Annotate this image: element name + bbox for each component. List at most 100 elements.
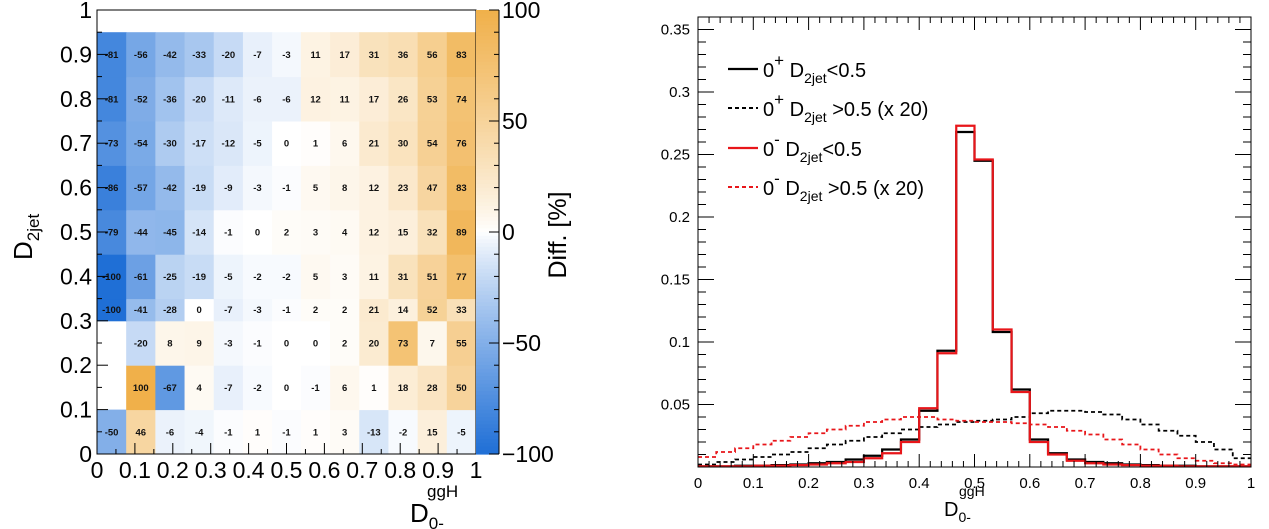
colorbar-segment — [476, 80, 499, 85]
colorbar-segment — [476, 128, 499, 133]
heatmap-cell — [184, 409, 215, 455]
colorbar-segment — [476, 272, 499, 277]
heatmap-cell — [184, 121, 215, 166]
legend-entry-sub: 2jet — [800, 188, 823, 204]
colorbar-segment — [476, 84, 499, 89]
colorbar-segment — [476, 106, 499, 111]
heatmap-cell-label: 1 — [255, 427, 261, 438]
colorbar-segment — [476, 368, 499, 374]
heatmap-cell-label: 31 — [398, 272, 409, 283]
heatmap-cell — [213, 32, 244, 78]
colorbar-segment — [476, 58, 499, 63]
heatmap-cell-label: -12 — [221, 139, 235, 150]
heatmap-cell — [417, 209, 448, 255]
histogram-x-tick-label: 0.9 — [1185, 475, 1206, 492]
heatmap-cell-label: 89 — [456, 228, 467, 239]
heatmap-cell — [359, 121, 389, 166]
heatmap-cell-label: 12 — [369, 183, 380, 194]
heatmap-cell-label: -13 — [367, 427, 381, 438]
heatmap-cell-label: 0 — [284, 339, 289, 350]
heatmap-cell-label: -4 — [195, 427, 204, 438]
heatmap-x-axis-label: D0- — [410, 498, 444, 529]
colorbar-tick-label: −50 — [502, 330, 541, 356]
heatmap-cell-label: -100 — [102, 272, 121, 283]
heatmap-x-tick-label: 1 — [470, 457, 483, 483]
heatmap-cell — [300, 254, 331, 300]
heatmap-cell — [184, 32, 215, 78]
colorbar — [476, 10, 499, 455]
heatmap-cell — [126, 209, 156, 255]
heatmap-x-tick-label: 0.6 — [308, 457, 340, 483]
colorbar-segment — [476, 209, 499, 215]
colorbar-segment — [476, 39, 499, 44]
colorbar-segment — [476, 302, 499, 307]
heatmap-cell — [417, 298, 448, 322]
histogram-panel: 0 0.1 0.2 0.3 0.4 0.5 0.6 0.7 0.8 0.9 1 0.05 0.1 0.1… — [661, 16, 1255, 525]
heatmap-cell — [446, 76, 477, 122]
heatmap-cell-label: 50 — [456, 383, 467, 394]
colorbar-segment — [476, 165, 499, 170]
heatmap-cell-label: 33 — [456, 305, 467, 316]
legend-entry-main: 0 — [763, 178, 774, 200]
heatmap-cell-label: -5 — [253, 139, 262, 150]
colorbar-segment — [476, 376, 499, 381]
heatmap-cell — [446, 365, 477, 411]
colorbar-segment — [476, 102, 499, 107]
legend-entry-sub: 2jet — [804, 109, 827, 125]
colorbar-segment — [476, 431, 499, 437]
heatmap-cell-label: 51 — [427, 272, 438, 283]
heatmap-cell-label: -7 — [253, 50, 261, 61]
heatmap-cell-label: -1 — [282, 183, 291, 194]
heatmap-cell — [446, 298, 477, 322]
colorbar-segment — [476, 361, 499, 366]
colorbar-segment — [476, 383, 499, 388]
heatmap-cell — [300, 320, 331, 366]
heatmap-cell-label: 6 — [342, 139, 347, 150]
heatmap-cell — [272, 76, 302, 122]
colorbar-segment — [476, 450, 499, 455]
heatmap-x-ticks: 0 0.1 0.2 0.3 0.4 0.5 0.6 0.7 0.8 0.9 1 — [91, 443, 483, 483]
heatmap-cell-label: -56 — [134, 50, 148, 61]
heatmap-cell-label: -30 — [163, 139, 177, 150]
heatmap-cell-label: -20 — [134, 339, 148, 350]
heatmap-cell — [242, 254, 273, 300]
colorbar-segment — [476, 213, 499, 218]
colorbar-segment — [476, 91, 499, 96]
colorbar-segment — [476, 17, 499, 22]
heatmap-cell — [359, 320, 389, 366]
colorbar-segment — [476, 169, 499, 174]
heatmap-y-tick-label: 0.8 — [60, 86, 92, 112]
colorbar-segment — [476, 13, 499, 18]
heatmap-cell — [272, 121, 302, 166]
colorbar-segment — [476, 394, 499, 400]
heatmap-cell — [330, 298, 360, 322]
heatmap-cell-label: 11 — [310, 50, 321, 61]
heatmap-cell — [446, 254, 477, 300]
heatmap-cell-label: -41 — [134, 305, 148, 316]
heatmap-cell-label: 11 — [369, 272, 380, 283]
heatmap-x-tick-label: 0.3 — [195, 457, 227, 483]
heatmap-y-axis-label: D2jet — [8, 214, 43, 260]
heatmap-cell-label: -3 — [253, 183, 261, 194]
colorbar-segment — [476, 306, 499, 311]
colorbar-segment — [476, 109, 499, 115]
heatmap-cell-label: -6 — [282, 94, 290, 105]
colorbar-segment — [476, 257, 499, 263]
colorbar-segment — [476, 387, 499, 392]
colorbar-segment — [476, 328, 499, 333]
colorbar-segment — [476, 320, 499, 326]
colorbar-segment — [476, 198, 499, 203]
histogram-x-tick-label: 1 — [1247, 475, 1255, 492]
heatmap-cell-label: -25 — [163, 272, 177, 283]
heatmap-cell-label: 30 — [398, 139, 409, 150]
heatmap-cell — [184, 320, 215, 366]
legend-entry-sup: + — [774, 90, 784, 109]
heatmap-cell-label: -6 — [253, 94, 261, 105]
colorbar-segment — [476, 95, 499, 100]
heatmap-cell-label: 31 — [369, 50, 380, 61]
histogram-x-tick-label: 0.2 — [798, 475, 819, 492]
heatmap-cell — [388, 32, 419, 78]
heatmap-y-tick-label: 0.7 — [60, 130, 92, 156]
colorbar-segment — [476, 158, 499, 163]
heatmap-cell — [126, 409, 156, 455]
